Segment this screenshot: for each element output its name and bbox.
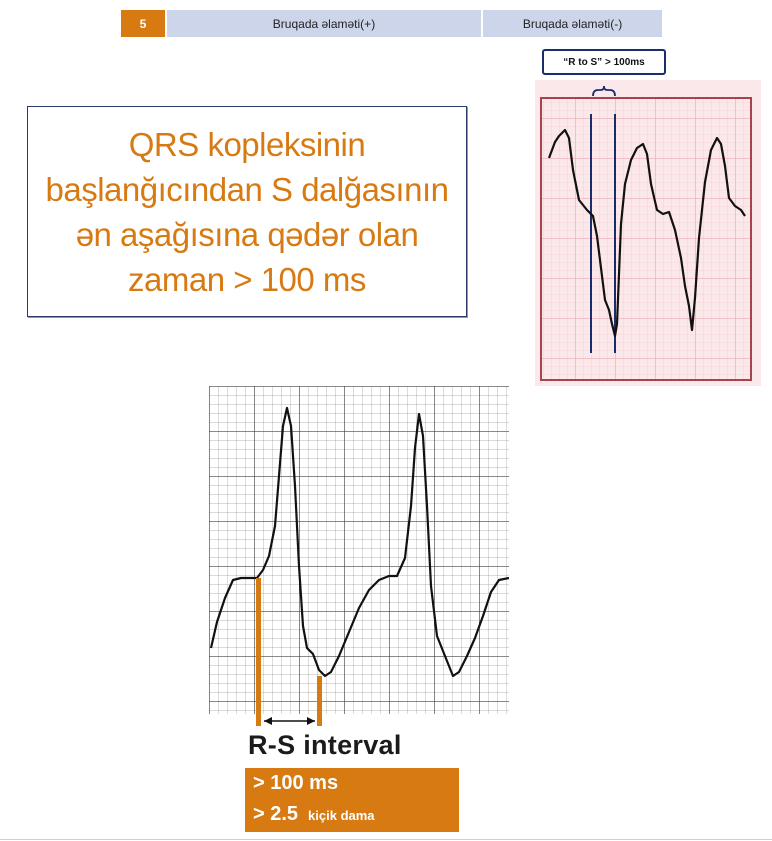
ecg-waveform-bottom: [209, 406, 509, 678]
ecg-pink-grid-figure: [535, 80, 761, 386]
bottom-divider: [0, 839, 772, 840]
rs-interval-title: R-S interval: [248, 730, 402, 760]
brace-icon: [592, 85, 616, 97]
description-line-4: zaman > 100 ms: [128, 260, 366, 298]
arrow-left-icon: [264, 717, 272, 725]
column-brugada-positive: Bruqada əlaməti(+): [165, 10, 481, 37]
description-line-2: başlanğıcından S dalğasının: [45, 170, 449, 208]
header-row: 5 Bruqada əlaməti(+) Bruqada əlaməti(-): [121, 10, 662, 37]
marker-bar-s-nadir: [317, 676, 322, 726]
criteria-squares: > 2.5: [253, 803, 299, 825]
criteria-squares-line: > 2.5 kiçik dama: [253, 803, 375, 826]
ecg-waveform-right: [547, 128, 746, 338]
r-to-s-label: “R to S” > 100ms: [542, 49, 666, 75]
criteria-squares-unit: kiçik dama: [308, 808, 375, 823]
description-line-3: ən aşağısına qədər olan: [75, 215, 419, 253]
marker-bar-r-onset: [256, 578, 261, 726]
column-brugada-negative: Bruqada əlaməti(-): [481, 10, 662, 37]
description-box: QRS kopleksinin başlanğıcından S dalğası…: [27, 106, 467, 317]
arrow-right-icon: [307, 717, 315, 725]
ecg-gray-grid-figure: [209, 386, 509, 726]
criterion-number: 5: [121, 10, 165, 37]
description-line-1: QRS kopleksinin: [128, 125, 366, 163]
criteria-box: > 100 ms > 2.5 kiçik dama: [245, 768, 459, 832]
criteria-ms: > 100 ms: [253, 772, 339, 794]
description-text: QRS kopleksinin başlanğıcından S dalğası…: [46, 122, 449, 302]
